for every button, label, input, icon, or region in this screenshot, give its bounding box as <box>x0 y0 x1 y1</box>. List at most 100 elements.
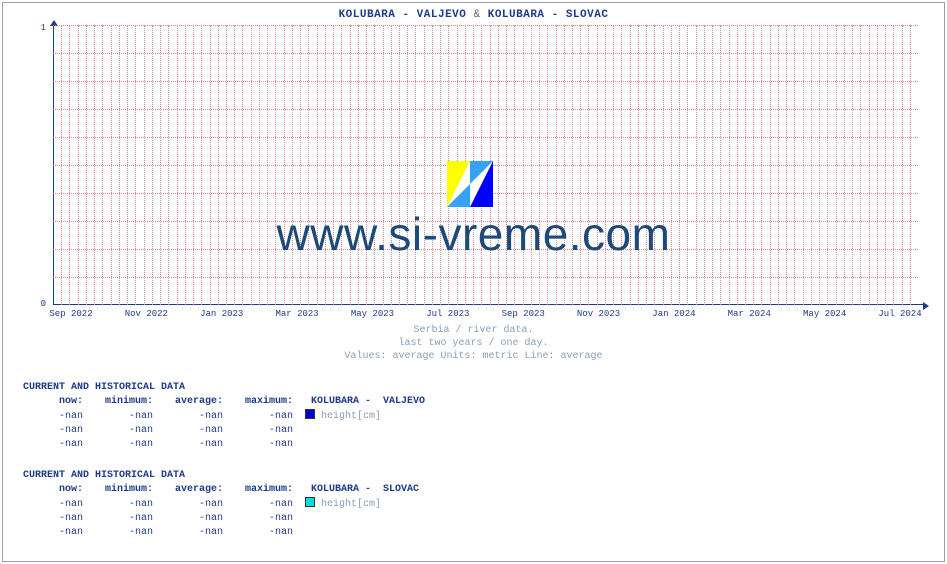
param-label-1: height[cm] <box>321 411 381 422</box>
gridline-v <box>366 25 367 305</box>
gridline-v <box>391 25 392 305</box>
table-row: -nan-nan-nan-nan <box>23 526 419 540</box>
title-ampersand: & <box>474 9 481 21</box>
table-row: -nan-nan-nan-nan <box>23 438 425 452</box>
xtick-label: Mar 2024 <box>728 309 771 319</box>
gridline-v <box>737 25 738 305</box>
gridline-v <box>424 25 425 305</box>
gridline-v <box>852 25 853 305</box>
gridline-v <box>745 25 746 305</box>
gridline-v <box>704 25 705 305</box>
gridline-v <box>844 25 845 305</box>
gridline-v <box>61 25 62 305</box>
xtick-label: May 2023 <box>351 309 394 319</box>
data-block-2: CURRENT AND HISTORICAL DATA now:minimum:… <box>23 469 419 540</box>
title-series-1: KOLUBARA - VALJEVO <box>339 9 467 21</box>
gridline-v <box>374 25 375 305</box>
gridline-h <box>53 137 918 138</box>
data-columns-1: now:minimum:average:maximum: KOLUBARA - … <box>23 395 425 409</box>
gridline-v <box>803 25 804 305</box>
gridline-v <box>308 25 309 305</box>
xtick-label: Sep 2022 <box>49 309 92 319</box>
gridline-v <box>902 25 903 305</box>
gridline-v <box>729 25 730 305</box>
table-row: -nan-nan-nan-nan <box>23 424 425 438</box>
gridline-v <box>514 25 515 305</box>
legend-swatch-1 <box>305 409 315 419</box>
subtitle-line-1: Serbia / river data. <box>3 325 944 336</box>
gridline-v <box>292 25 293 305</box>
xtick-label: Sep 2023 <box>502 309 545 319</box>
gridline-v <box>588 25 589 305</box>
gridline-v <box>877 25 878 305</box>
gridline-v <box>572 25 573 305</box>
gridline-v <box>712 25 713 305</box>
watermark-text: www.si-vreme.com <box>3 207 944 261</box>
gridline-v <box>185 25 186 305</box>
gridline-v <box>210 25 211 305</box>
gridline-v <box>687 25 688 305</box>
gridline-v <box>827 25 828 305</box>
gridline-v <box>317 25 318 305</box>
gridline-v <box>234 25 235 305</box>
xtick-label: Jul 2024 <box>878 309 921 319</box>
gridline-v <box>580 25 581 305</box>
chart-container: www.si-vreme.com KOLUBARA - VALJEVO & KO… <box>2 2 945 562</box>
gridline-v <box>333 25 334 305</box>
gridline-v <box>654 25 655 305</box>
gridline-h <box>53 109 918 110</box>
gridline-v <box>638 25 639 305</box>
gridline-v <box>663 25 664 305</box>
gridline-v <box>399 25 400 305</box>
ytick-0: 0 <box>26 299 46 309</box>
gridline-v <box>547 25 548 305</box>
gridline-v <box>152 25 153 305</box>
gridline-v <box>94 25 95 305</box>
gridline-v <box>284 25 285 305</box>
ytick-1: 1 <box>26 23 46 33</box>
gridline-v <box>860 25 861 305</box>
gridline-v <box>119 25 120 305</box>
xtick-label: Nov 2023 <box>577 309 620 319</box>
gridline-v <box>168 25 169 305</box>
gridline-v <box>251 25 252 305</box>
gridline-v <box>531 25 532 305</box>
gridline-v <box>407 25 408 305</box>
gridline-v <box>819 25 820 305</box>
gridline-v <box>201 25 202 305</box>
gridline-v <box>218 25 219 305</box>
gridline-v <box>127 25 128 305</box>
gridline-h <box>53 81 918 82</box>
gridline-v <box>893 25 894 305</box>
gridline-v <box>111 25 112 305</box>
station-name-2: KOLUBARA - SLOVAC <box>311 484 419 495</box>
gridline-v <box>415 25 416 305</box>
gridline-v <box>613 25 614 305</box>
gridline-v <box>193 25 194 305</box>
gridline-v <box>275 25 276 305</box>
gridline-v <box>78 25 79 305</box>
xtick-label: Mar 2023 <box>275 309 318 319</box>
data-header-2: CURRENT AND HISTORICAL DATA <box>23 469 419 483</box>
gridline-v <box>498 25 499 305</box>
xtick-label: Jan 2023 <box>200 309 243 319</box>
gridline-v <box>325 25 326 305</box>
legend-swatch-2 <box>305 497 315 507</box>
data-block-1: CURRENT AND HISTORICAL DATA now:minimum:… <box>23 381 425 452</box>
gridline-h <box>53 53 918 54</box>
gridline-v <box>597 25 598 305</box>
gridline-v <box>761 25 762 305</box>
station-name-1: KOLUBARA - VALJEVO <box>311 396 425 407</box>
subtitle-line-2: last two years / one day. <box>3 338 944 349</box>
xtick-label: Jan 2024 <box>652 309 695 319</box>
gridline-v <box>86 25 87 305</box>
gridline-v <box>786 25 787 305</box>
gridline-v <box>778 25 779 305</box>
xtick-label: Jul 2023 <box>426 309 469 319</box>
gridline-v <box>679 25 680 305</box>
x-axis-arrow <box>923 302 929 310</box>
gridline-v <box>440 25 441 305</box>
gridline-v <box>770 25 771 305</box>
gridline-v <box>135 25 136 305</box>
gridline-v <box>259 25 260 305</box>
